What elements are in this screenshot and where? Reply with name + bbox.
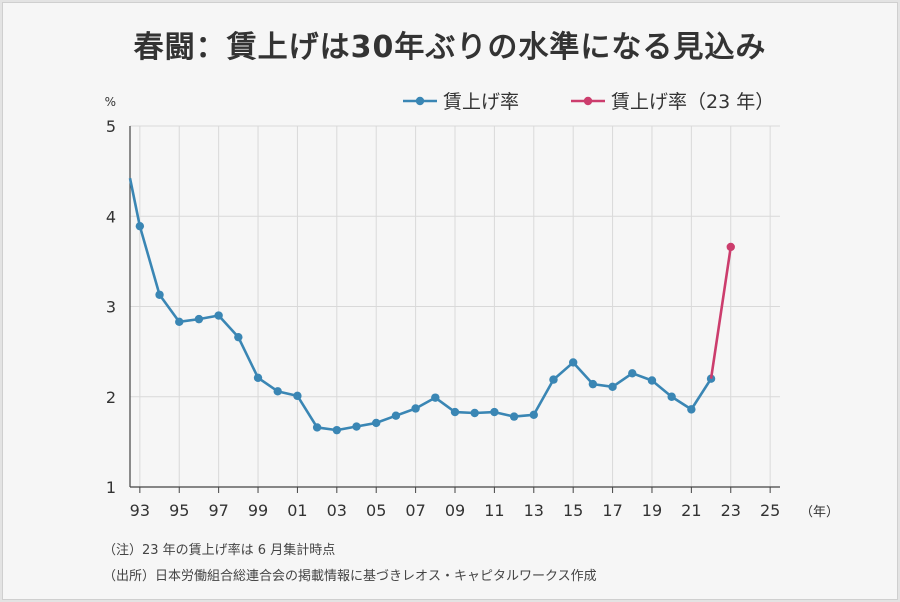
- data-point-forecast: [726, 242, 735, 252]
- data-point: [214, 311, 223, 320]
- data-point: [687, 405, 696, 414]
- y-tick-label: 1: [106, 478, 116, 497]
- x-tick-label: 09: [445, 501, 465, 520]
- data-point: [391, 411, 401, 420]
- data-point: [568, 358, 578, 367]
- x-tick-label: 25: [760, 501, 780, 520]
- data-point: [529, 410, 538, 419]
- data-point: [450, 407, 460, 417]
- legend-label: 賃上げ率: [443, 91, 519, 113]
- data-point: [411, 404, 420, 413]
- data-point: [588, 379, 598, 389]
- x-tick-label: 99: [248, 501, 268, 520]
- data-point: [647, 376, 657, 385]
- x-tick-label: 15: [563, 501, 583, 520]
- data-point: [608, 382, 617, 392]
- note-line: （注）23 年の賃上げ率は 6 月集計時点: [103, 543, 336, 558]
- data-point: [273, 387, 282, 396]
- x-tick-label: 05: [366, 501, 386, 520]
- data-point: [509, 412, 519, 421]
- data-point: [175, 317, 184, 327]
- x-tick-label: 07: [405, 501, 425, 520]
- y-tick-label: 2: [106, 388, 116, 407]
- x-tick-label: 23: [721, 501, 741, 520]
- data-point: [667, 392, 676, 401]
- y-tick-label: 5: [106, 117, 116, 136]
- legend-swatch-marker: [415, 96, 425, 106]
- x-axis-unit-label: （年）: [800, 505, 839, 520]
- source-line: （出所）日本労働組合総連合会の掲載情報に基づきレオス・キャピタルワークス作成: [103, 569, 597, 584]
- legend-swatch-marker: [583, 96, 593, 106]
- data-point: [372, 418, 381, 428]
- x-tick-label: 03: [327, 501, 347, 520]
- data-point: [234, 332, 243, 342]
- data-point: [549, 375, 558, 384]
- data-point: [155, 290, 164, 299]
- y-tick-label: 4: [106, 207, 116, 226]
- x-tick-label: 97: [208, 501, 228, 520]
- legend-label: 賃上げ率（23 年）: [611, 91, 774, 113]
- x-tick-label: 01: [287, 501, 307, 520]
- data-point: [490, 407, 499, 417]
- x-tick-label: 11: [484, 501, 504, 520]
- data-point: [628, 369, 637, 378]
- data-point: [253, 373, 263, 382]
- y-axis-unit-label: %: [105, 95, 116, 109]
- data-point: [431, 393, 440, 402]
- x-tick-label: 17: [602, 501, 622, 520]
- data-point: [135, 221, 145, 231]
- x-tick-label: 19: [642, 501, 662, 520]
- footnotes: （注）23 年の賃上げ率は 6 月集計時点 （出所）日本労働組合総連合会の掲載情…: [103, 538, 597, 590]
- x-tick-label: 13: [524, 501, 544, 520]
- x-tick-label: 95: [169, 501, 189, 520]
- data-point: [312, 423, 322, 432]
- data-point: [293, 391, 302, 401]
- data-point: [194, 314, 204, 324]
- data-point: [332, 425, 342, 435]
- series-line-wage-increase-23: [709, 246, 733, 379]
- x-tick-label: 93: [130, 501, 150, 520]
- y-tick-label: 3: [106, 298, 116, 317]
- x-tick-label: 21: [681, 501, 701, 520]
- data-point: [470, 408, 479, 418]
- data-point: [352, 422, 361, 431]
- chart-title: 春闘：賃上げは30年ぶりの水準になる見込み: [133, 30, 767, 65]
